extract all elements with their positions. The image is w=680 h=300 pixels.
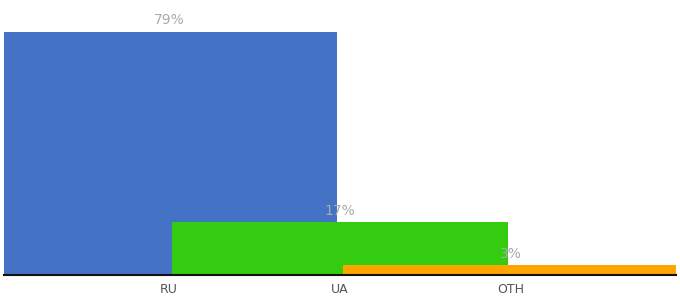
- Bar: [1, 32, 337, 274]
- Bar: [343, 265, 679, 274]
- Text: 79%: 79%: [154, 13, 184, 27]
- Bar: [172, 222, 508, 274]
- Text: 17%: 17%: [324, 204, 356, 218]
- Text: 3%: 3%: [500, 247, 522, 261]
